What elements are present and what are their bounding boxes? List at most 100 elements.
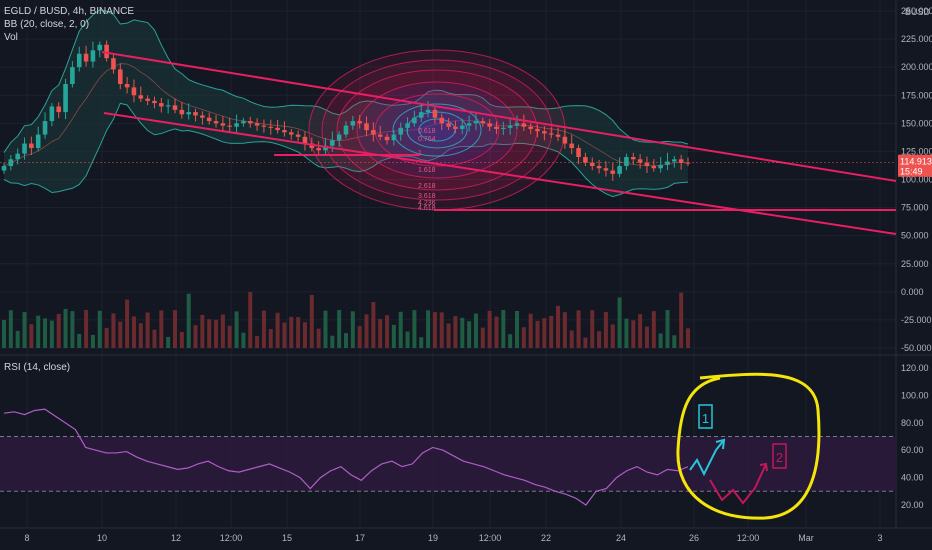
candle-body: [384, 136, 390, 141]
symbol-title[interactable]: EGLD / BUSD, 4h, BINANCE: [4, 6, 135, 17]
rsi-axis-tick: 80.00: [901, 418, 924, 428]
candle-body: [254, 123, 260, 126]
volume-bar: [200, 314, 205, 348]
annotation-label-2: 2: [776, 450, 783, 465]
fib-circle-5: [392, 103, 482, 157]
candle-body: [309, 143, 315, 149]
volume-bar: [131, 316, 136, 348]
volume-bar: [118, 321, 123, 348]
candle-body: [186, 112, 191, 115]
candle-body: [336, 134, 342, 141]
candle-body: [70, 67, 75, 85]
volume-bar: [302, 322, 307, 348]
time-axis-tick: 3: [877, 533, 882, 543]
volume-bar: [528, 313, 533, 348]
volume-bar: [487, 310, 492, 348]
rsi-band-fill: [0, 436, 896, 492]
candle-body: [658, 164, 663, 169]
candle-body: [323, 145, 328, 151]
volume-bar: [590, 310, 595, 348]
candle-body: [453, 126, 458, 129]
candle-body: [330, 140, 335, 146]
price-axis-tick: 75.000: [901, 203, 929, 213]
candle-body: [261, 125, 267, 127]
volume-bar: [556, 305, 561, 348]
volume-bar: [453, 316, 458, 348]
volume-bar: [610, 324, 615, 348]
trendline-upper: [101, 51, 897, 182]
volume-bar: [36, 315, 41, 348]
candle-body: [213, 121, 219, 124]
volume-bar: [63, 308, 68, 348]
volume-bar: [686, 328, 690, 348]
annotation-arrow-1: [689, 439, 725, 477]
time-axis-tick: 12:00: [737, 533, 760, 543]
candle-body: [555, 134, 561, 137]
candle-body: [234, 123, 239, 127]
time-axis-tick: Mar: [798, 533, 814, 543]
volume-bar: [56, 313, 61, 348]
volume-bar: [549, 315, 554, 348]
volume-bar: [426, 310, 431, 348]
volume-bar: [638, 314, 643, 348]
fib-level-label: 3.618: [418, 193, 436, 200]
annotation-arrow-2: [709, 463, 767, 505]
candle-body: [391, 134, 397, 141]
volume-bar: [467, 321, 472, 348]
candle-body: [562, 136, 568, 144]
price-axis-tick: -50.000: [901, 343, 932, 353]
candle-body: [83, 53, 89, 62]
candle-body: [459, 125, 465, 129]
candle-body: [548, 133, 554, 135]
candle-body: [480, 121, 486, 124]
volume-bar: [542, 318, 547, 348]
bollinger-upper-band: [3, 9, 689, 153]
candle-body: [200, 115, 205, 118]
volume-bar: [576, 310, 581, 348]
volume-bar: [173, 310, 177, 348]
candle-body: [145, 98, 150, 101]
fib-level-label: 1: [418, 150, 422, 157]
candle-body: [637, 159, 643, 163]
annotation-arrowhead-2: [759, 462, 768, 472]
volume-indicator-label[interactable]: Vol: [4, 32, 18, 43]
price-axis-tick: 50.000: [901, 231, 929, 241]
candle-body: [165, 105, 171, 107]
time-axis-tick: 12: [171, 533, 181, 543]
volume-bar: [241, 332, 246, 348]
rsi-indicator-label[interactable]: RSI (14, close): [4, 362, 71, 373]
volume-bar: [227, 325, 232, 348]
volume-bar: [672, 335, 677, 348]
candle-body: [371, 130, 376, 135]
candle-body: [473, 121, 479, 124]
volume-bar: [2, 320, 6, 348]
rsi-axis-tick: 40.00: [901, 473, 924, 483]
volume-bar: [70, 311, 75, 348]
volume-bar: [159, 310, 164, 348]
volume-bar: [494, 316, 499, 348]
volume-bar: [8, 310, 13, 348]
bollinger-lower-band: [3, 102, 689, 198]
bb-indicator-label[interactable]: BB (20, close, 2, 0): [4, 19, 90, 30]
volume-bar: [261, 310, 266, 348]
price-axis-tick: 175.000: [901, 90, 932, 100]
candle-body: [8, 159, 14, 167]
candle-body: [651, 166, 657, 169]
annotation-box-2: [772, 443, 787, 469]
candle-body: [179, 109, 185, 115]
fib-level-label: 1.618: [418, 167, 436, 174]
volume-bar: [138, 323, 143, 348]
candle-body: [124, 84, 130, 88]
candle-body: [138, 95, 144, 99]
volume-bar: [166, 336, 171, 348]
rsi-line: [3, 408, 689, 506]
candle-body: [576, 148, 581, 158]
candle-body: [624, 157, 629, 167]
time-axis-tick: 8: [24, 533, 29, 543]
candle-body: [241, 121, 246, 124]
volume-bar: [473, 313, 478, 348]
candle-body: [275, 127, 280, 131]
candle-body: [343, 125, 349, 135]
candle-body: [49, 106, 55, 122]
